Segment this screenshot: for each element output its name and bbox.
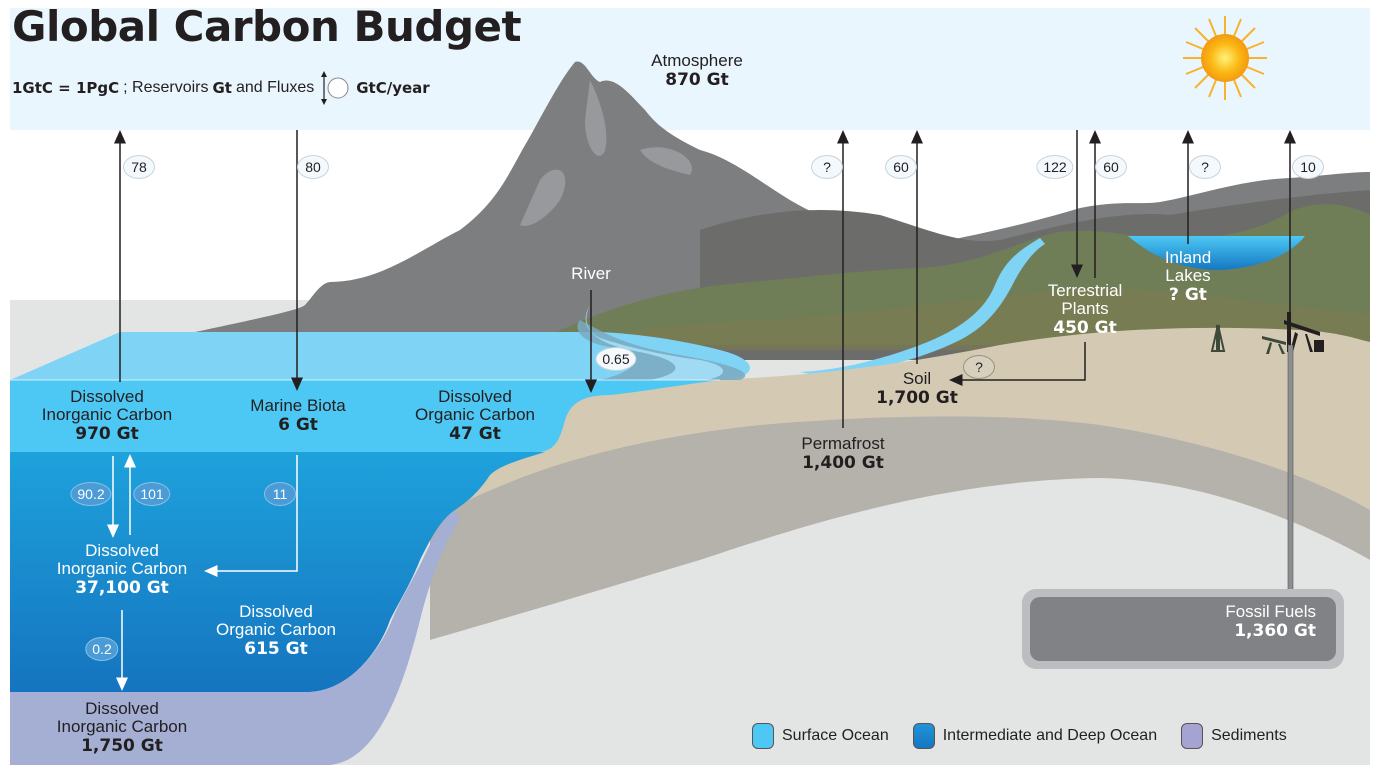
legend: Surface Ocean Intermediate and Deep Ocea…: [752, 723, 1301, 749]
atmosphere-label: Atmosphere 870 Gt: [651, 51, 743, 90]
legend-item-sediments: Sediments: [1181, 723, 1287, 749]
flux-lakes-to-atm: ?: [1189, 155, 1221, 179]
flux-surface-to-deep: 90.2: [70, 482, 112, 506]
page-title: Global Carbon Budget: [12, 2, 522, 51]
flux-arrow-plants-to-soil: [949, 342, 1086, 386]
surface-ocean: [10, 380, 720, 452]
deep-doc-label: Dissolved Organic Carbon 615 Gt: [215, 602, 337, 659]
flux-soil-to-atm: 60: [885, 155, 917, 179]
flux-plants-to-atm: 60: [1095, 155, 1127, 179]
fossil-fuels-reservoir: Fossil Fuels 1,360 Gt: [1022, 589, 1344, 669]
flux-ocean-to-atm: 78: [123, 155, 155, 179]
flux-unit: GtC/year: [356, 79, 430, 97]
flux-deep-to-surface: 101: [133, 482, 171, 506]
legend-item-surface-ocean: Surface Ocean: [752, 723, 889, 749]
flux-deep-to-sediment: 0.2: [85, 637, 119, 661]
deep-dic-label: Dissolved Inorganic Carbon 37,100 Gt: [56, 541, 188, 598]
sediments: [10, 510, 460, 765]
sediments-swatch: [1181, 723, 1204, 749]
flux-permafrost-to-atm: ?: [811, 155, 843, 179]
sun-icon: [1183, 16, 1267, 100]
soil-label: Soil 1,700 Gt: [876, 369, 958, 408]
surface-ocean-swatch: [752, 723, 774, 749]
deep-ocean-swatch: [912, 723, 935, 749]
shelf-ocean: [10, 332, 750, 380]
flux-symbol-icon: [321, 71, 349, 105]
surface-dic-label: Dissolved Inorganic Carbon 970 Gt: [41, 387, 173, 444]
marine-biota-label: Marine Biota 6 Gt: [250, 396, 346, 435]
inland-lake: [1128, 236, 1305, 270]
flux-river-to-ocean: 0.65: [595, 347, 637, 371]
inland-lakes-label: Inland Lakes ? Gt: [1164, 248, 1212, 305]
flux-biota-to-deep: 11: [264, 482, 296, 506]
atmosphere-band: [10, 8, 1370, 130]
flux-arrow-biota-to-deep: [204, 455, 298, 577]
flux-plants-to-soil: ?: [963, 355, 995, 379]
permafrost-label: Permafrost 1,400 Gt: [801, 434, 885, 473]
flux-atm-to-ocean: 80: [297, 155, 329, 179]
oil-pump-icon: [1284, 312, 1324, 352]
fossil-fuels-label: Fossil Fuels 1,360 Gt: [1225, 602, 1316, 641]
sediment-dic-label: Dissolved Inorganic Carbon 1,750 Gt: [56, 699, 188, 756]
units-equivalence: 1GtC = 1PgC: [12, 79, 120, 97]
deep-ocean: [10, 452, 545, 692]
terrestrial-plants-label: Terrestrial Plants 450 Gt: [1047, 281, 1123, 338]
units-note: 1GtC = 1PgC; Reservoirs Gt and Fluxes Gt…: [12, 70, 430, 106]
legend-item-deep-ocean: Intermediate and Deep Ocean: [912, 723, 1157, 749]
river-label: River: [571, 264, 611, 283]
surface-doc-label: Dissolved Organic Carbon 47 Gt: [414, 387, 536, 444]
flux-fossil-to-atm: 10: [1292, 155, 1324, 179]
river-stream: [800, 238, 1045, 376]
flux-atm-to-plants: 122: [1036, 155, 1074, 179]
permafrost-layer: [430, 416, 1370, 640]
